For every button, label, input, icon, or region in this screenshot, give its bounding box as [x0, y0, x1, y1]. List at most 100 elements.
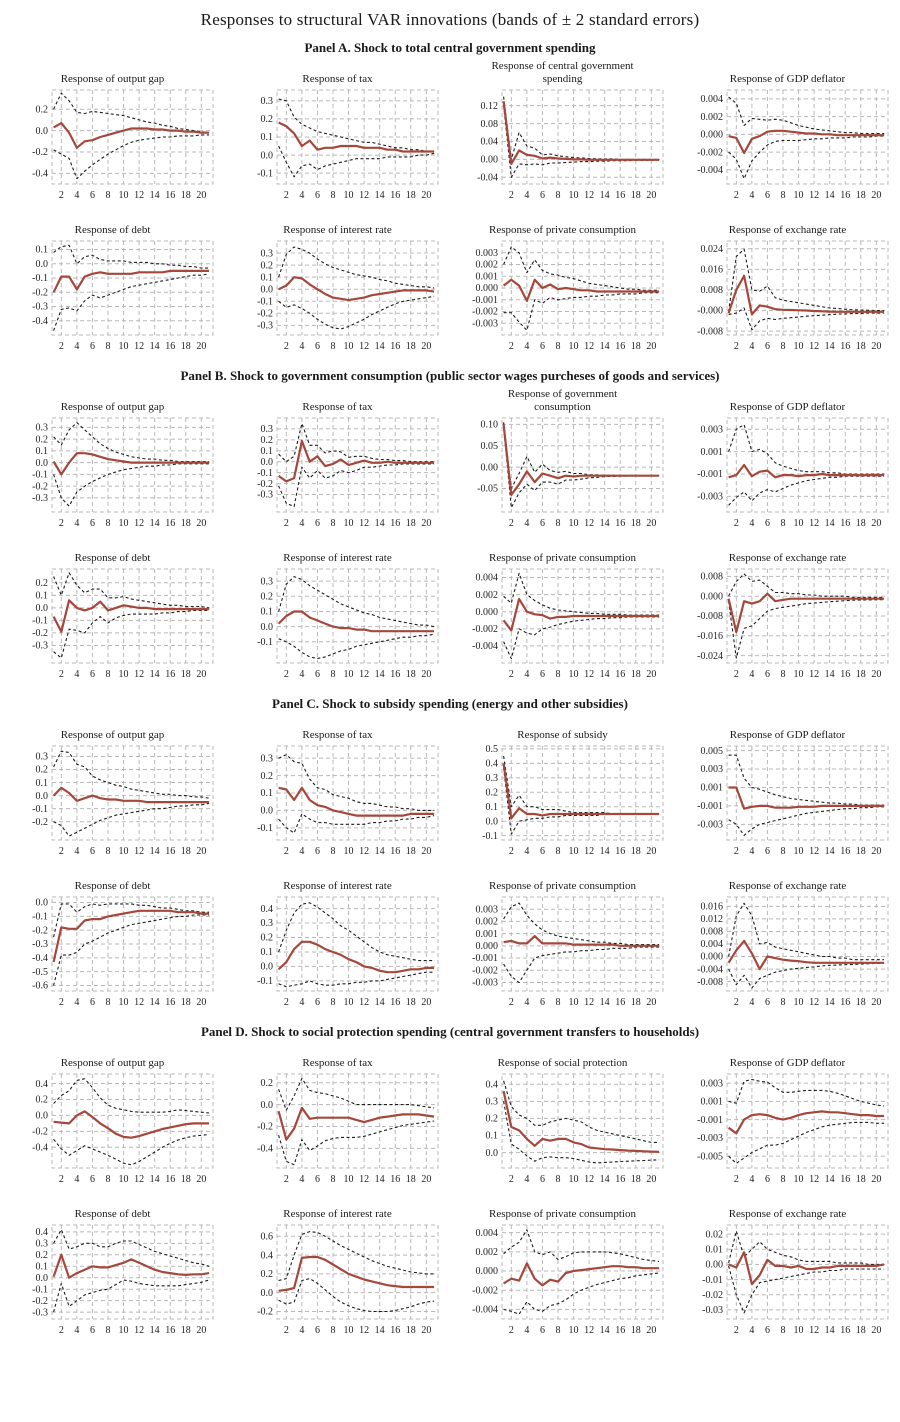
x-tick-label: 12	[809, 669, 819, 680]
y-tick-label: 0.1	[36, 245, 49, 256]
y-tick-label: 0.3	[261, 248, 274, 259]
y-tick-label: -0.3	[32, 493, 48, 504]
impulse-response-plot: 0.3 0.2 0.1 0.0 -0.1 -0.2 2 4 6 8 10 12 14 16 18 20	[32, 745, 214, 857]
x-tick-label: 18	[406, 997, 416, 1008]
y-tick-label: 0.0	[36, 603, 49, 614]
chart-cell-panel4-2: Response of tax 0.2 0.0 -0.2 -0.4 2 4 6 8 10 12 14 1…	[225, 1040, 450, 1191]
y-tick-label: 0.002	[476, 260, 499, 271]
x-tick-label: 6	[315, 669, 320, 680]
x-tick-label: 8	[556, 846, 561, 857]
response-line	[278, 1255, 435, 1292]
upper-band-line	[278, 246, 435, 289]
x-tick-label: 20	[421, 1174, 431, 1185]
impulse-response-plot: 0.4 0.2 0.0 -0.2 -0.4 2 4 6 8 10 12 14 16 18 20	[32, 1073, 214, 1185]
upper-band-line	[503, 422, 660, 490]
x-tick-label: 2	[284, 1174, 289, 1185]
x-tick-label: 2	[734, 1174, 739, 1185]
x-tick-label: 14	[375, 190, 385, 201]
impulse-response-plot: 0.2 0.0 -0.2 -0.4 2 4 6 8 10 12 14 16 18 20	[257, 1073, 439, 1185]
x-tick-label: 2	[734, 341, 739, 352]
y-tick-label: 0.4	[261, 904, 274, 915]
chart-cell-panel2-8: Response of exchange rate 0.008 0.000 -0.00…	[675, 535, 900, 686]
y-tick-label: -0.2	[32, 628, 48, 639]
x-tick-label: 6	[540, 1325, 545, 1336]
x-tick-label: 14	[375, 997, 385, 1008]
x-tick-label: 20	[646, 997, 656, 1008]
x-tick-label: 16	[390, 1174, 400, 1185]
chart-cell-panel1-3: Response of central government spending 0…	[450, 56, 675, 207]
x-tick-label: 20	[421, 190, 431, 201]
panel-d: Panel D. Shock to social protection spen…	[0, 1024, 900, 1342]
y-tick-label: -0.002	[472, 307, 498, 318]
x-tick-label: 20	[196, 190, 206, 201]
x-tick-label: 4	[299, 1325, 304, 1336]
impulse-response-plot: 0.4 0.3 0.2 0.1 0.0 2 4 6 8 10 12 14 16 18 20	[486, 1073, 664, 1185]
chart-title: Response of debt	[74, 551, 151, 564]
upper-band-line	[53, 1078, 210, 1114]
y-tick-label: 0.004	[701, 939, 724, 950]
x-tick-label: 6	[765, 1174, 770, 1185]
x-tick-label: 14	[150, 341, 160, 352]
x-tick-label: 8	[781, 1174, 786, 1185]
lower-band-line	[503, 292, 660, 331]
x-tick-label: 14	[825, 669, 835, 680]
lower-band-line	[728, 806, 885, 836]
upper-band-line	[728, 1230, 885, 1265]
chart-title: Response of subsidy	[517, 728, 608, 741]
y-tick-label: -0.3	[257, 490, 273, 501]
x-tick-label: 4	[524, 341, 529, 352]
y-tick-label: 0.2	[261, 1269, 274, 1280]
x-tick-label: 12	[584, 190, 594, 201]
x-tick-label: 12	[134, 1325, 144, 1336]
x-tick-label: 18	[406, 518, 416, 529]
x-tick-label: 18	[181, 846, 191, 857]
x-tick-label: 4	[299, 190, 304, 201]
x-tick-label: 12	[359, 1174, 369, 1185]
y-tick-label: 0.2	[36, 104, 49, 115]
x-tick-label: 10	[794, 518, 804, 529]
x-tick-label: 4	[524, 518, 529, 529]
x-tick-label: 16	[840, 669, 850, 680]
x-tick-label: 12	[359, 1325, 369, 1336]
y-tick-label: -0.3	[32, 939, 48, 950]
y-tick-label: 0.012	[701, 914, 724, 925]
x-tick-label: 12	[359, 341, 369, 352]
x-tick-label: 16	[165, 997, 175, 1008]
impulse-response-plot: 0.30.20.10.0-0.1-0.2-0.3 2 4 6 8 10 12 14 16 18 20	[257, 417, 439, 529]
chart-cell-panel2-2: Response of tax 0.3 0.2 0.1 0.0 -0.1 -0.2 -0.3 2…	[225, 384, 450, 535]
x-tick-label: 14	[600, 341, 610, 352]
x-tick-label: 6	[540, 669, 545, 680]
x-tick-label: 12	[809, 341, 819, 352]
y-tick-label: -0.1	[257, 823, 273, 834]
impulse-response-plot: 0.004 0.002 0.000 -0.002 -0.004 2 4 6 8 10 12 14 16 1…	[697, 89, 889, 201]
y-tick-label: -0.4	[257, 1144, 273, 1155]
lower-band-line	[503, 105, 660, 178]
x-tick-label: 18	[406, 190, 416, 201]
x-tick-label: 18	[631, 1174, 641, 1185]
x-tick-label: 12	[809, 190, 819, 201]
y-tick-label: -0.1	[257, 637, 273, 648]
x-tick-label: 12	[359, 846, 369, 857]
upper-band-line	[278, 422, 435, 463]
x-tick-label: 12	[359, 190, 369, 201]
chart-cell-panel1-6: Response of interest rate 0.3 0.2 0.1 0.0 -0.…	[225, 207, 450, 358]
y-tick-label: -0.1	[32, 804, 48, 815]
x-tick-label: 6	[765, 669, 770, 680]
y-tick-label: 0.3	[261, 753, 274, 764]
chart-title: Response of tax	[302, 1056, 373, 1069]
x-tick-label: 10	[569, 846, 579, 857]
x-tick-label: 18	[406, 341, 416, 352]
y-tick-label: -0.02	[702, 1290, 723, 1301]
y-tick-label: 0.000	[476, 1266, 499, 1277]
x-tick-label: 2	[59, 518, 64, 529]
x-tick-label: 14	[150, 997, 160, 1008]
y-tick-label: 0.004	[476, 1228, 499, 1239]
x-tick-label: 8	[331, 1325, 336, 1336]
y-tick-label: 0.002	[476, 1247, 499, 1258]
y-tick-label: -0.001	[697, 469, 723, 480]
x-tick-label: 8	[556, 518, 561, 529]
x-tick-label: 10	[794, 669, 804, 680]
chart-title: Response of central government spending	[491, 60, 634, 85]
impulse-response-plot: 0.6 0.4 0.2 0.0 -0.2 2 4 6 8 10 12 14 16 18 20	[257, 1224, 439, 1336]
y-tick-label: 0.4	[261, 1250, 274, 1261]
